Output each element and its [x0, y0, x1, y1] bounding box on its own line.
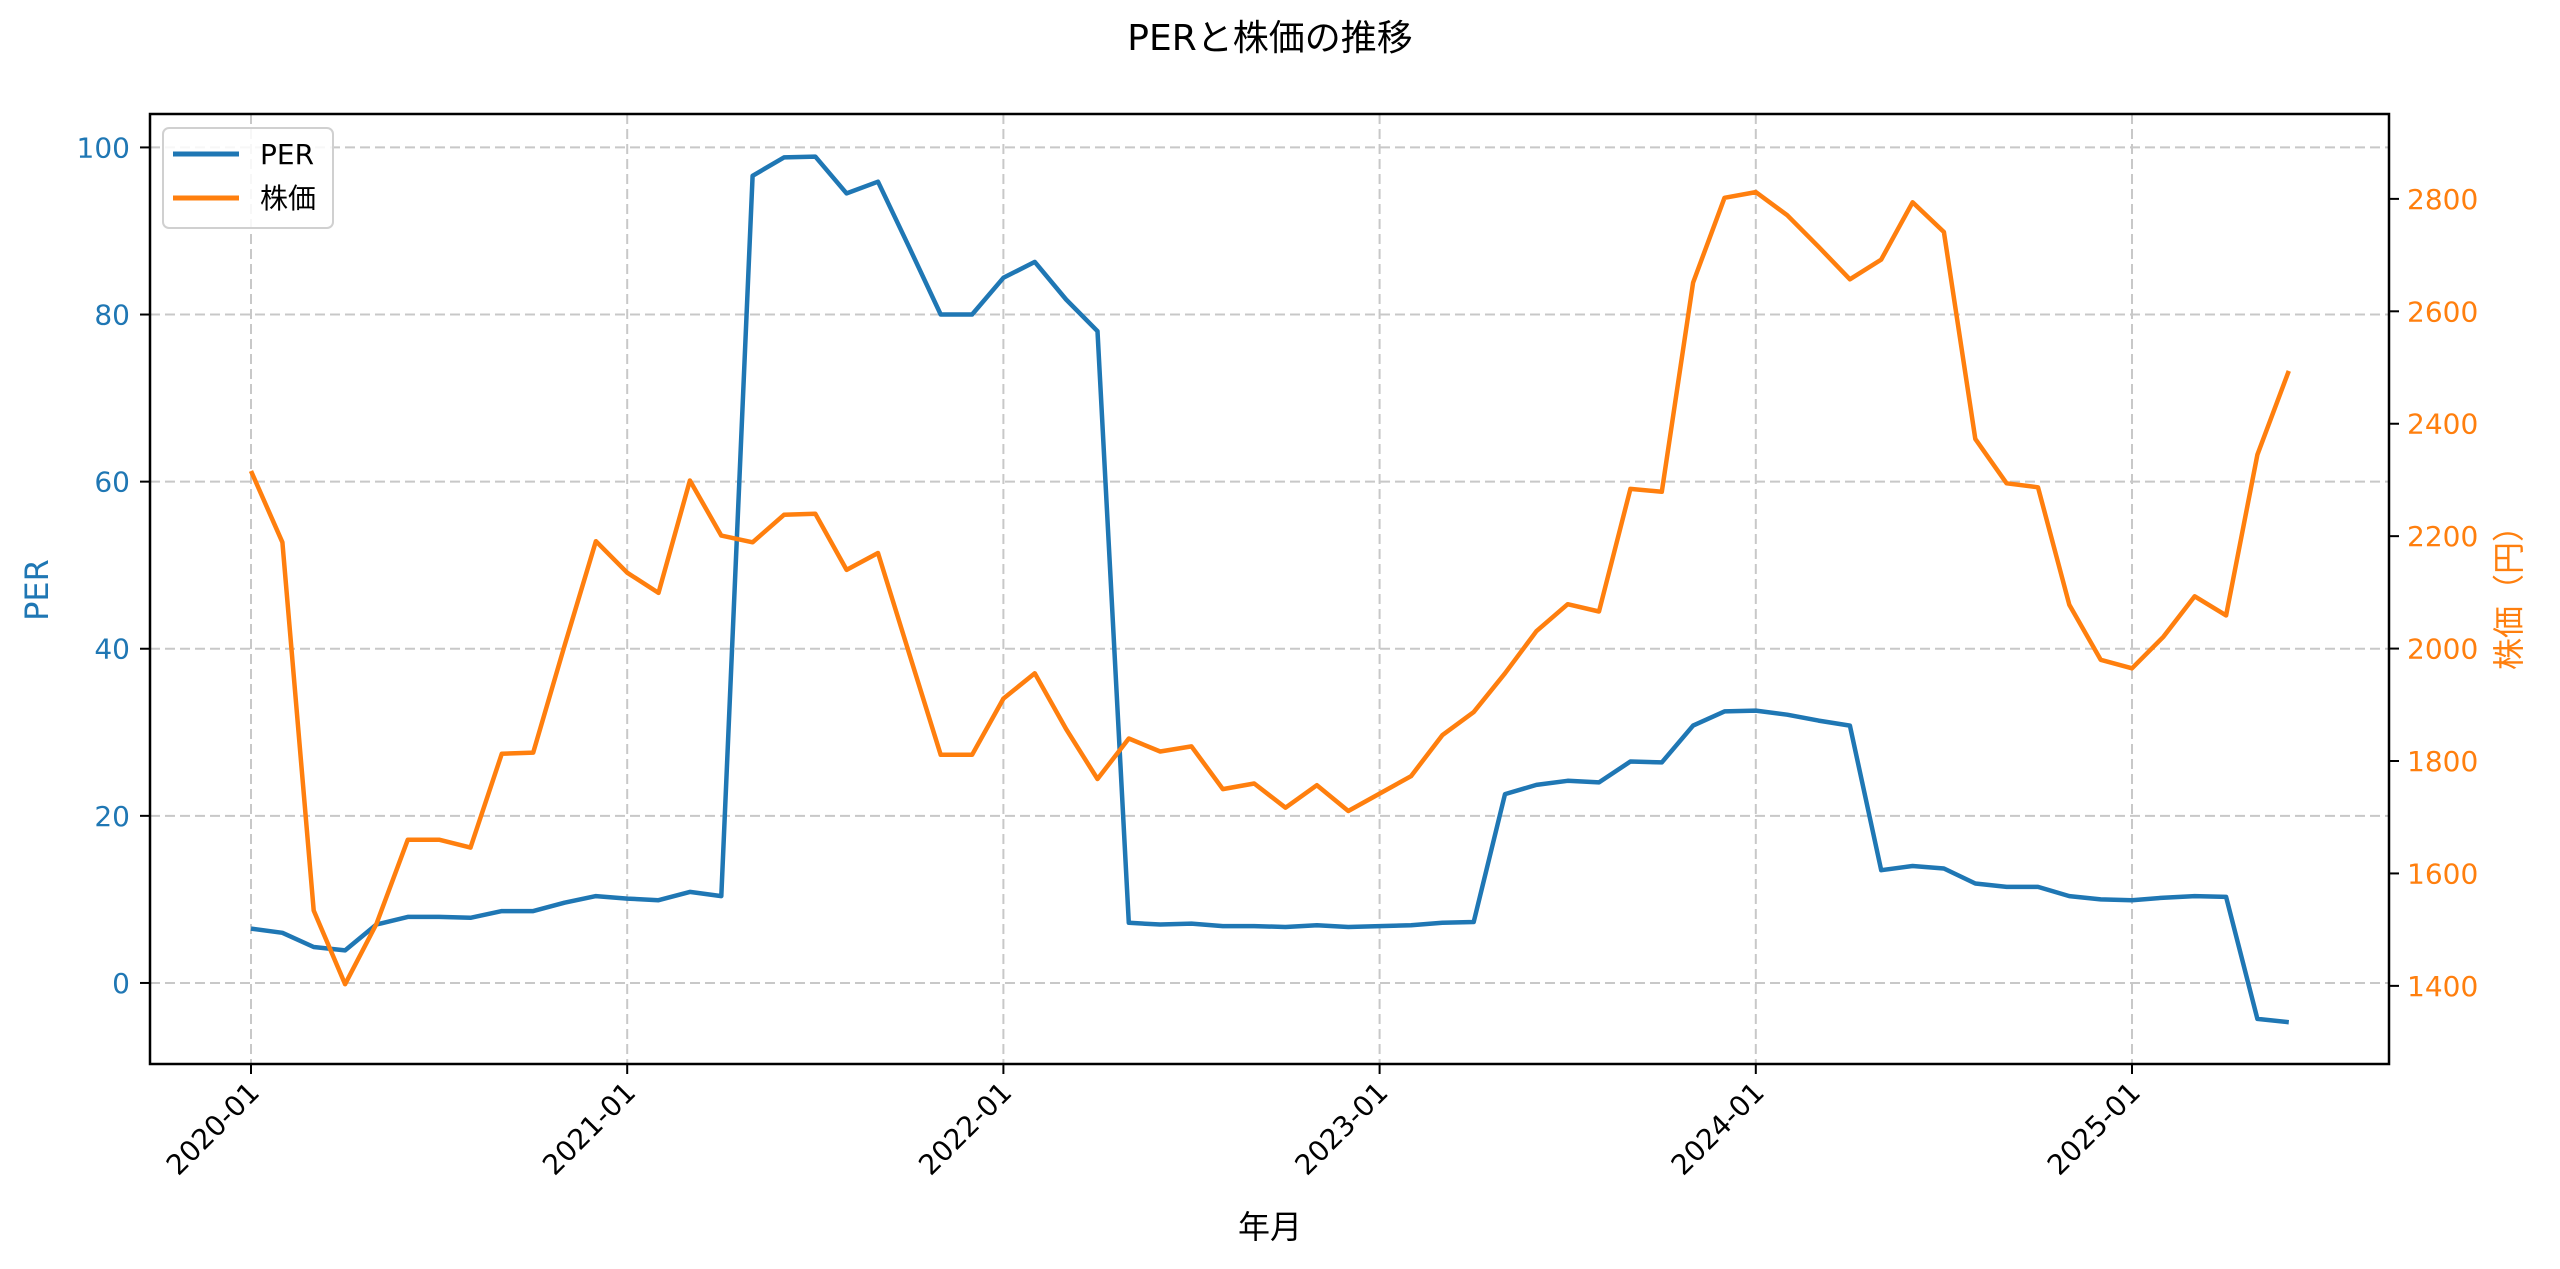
- legend: PER 株価: [162, 127, 334, 229]
- grid-lines: [150, 114, 2389, 1064]
- left-y-axis: 0 20 40 60 80 100: [77, 131, 150, 1000]
- legend-label-price: 株価: [260, 182, 316, 215]
- x-tick-label: 2025-01: [2041, 1076, 2147, 1182]
- y-axis-title-right: 株価（円）: [2490, 510, 2528, 670]
- y-tick-label-right: 1800: [2407, 745, 2478, 778]
- x-tick-label: 2024-01: [1665, 1076, 1771, 1182]
- data-series: [248, 154, 2291, 1025]
- x-axis-title: 年月: [1238, 1208, 1302, 1246]
- y-tick-label-left: 40: [94, 633, 130, 666]
- x-tick-label: 2022-01: [912, 1076, 1018, 1182]
- legend-item-per: PER: [173, 138, 314, 171]
- x-tick-label: 2020-01: [160, 1076, 266, 1182]
- y-axis-title-left: PER: [18, 559, 56, 621]
- legend-item-price: 株価: [173, 182, 316, 215]
- y-tick-label-left: 80: [94, 299, 130, 332]
- y-tick-label-right: 2800: [2407, 183, 2478, 216]
- y-tick-label-right: 2200: [2407, 520, 2478, 553]
- x-axis: 2020-01 2021-01 2022-01 2023-01 2024-01 2025-…: [160, 1064, 2147, 1182]
- y-tick-label-right: 1400: [2407, 970, 2478, 1003]
- x-tick-label: 2021-01: [536, 1076, 642, 1182]
- legend-label-per: PER: [260, 138, 314, 171]
- price-line: [248, 189, 2291, 987]
- y-tick-label-left: 60: [94, 466, 130, 499]
- plot-area-frame: [148, 112, 2391, 1066]
- per-line: [250, 154, 2290, 1025]
- y-tick-label-right: 2600: [2407, 295, 2478, 328]
- y-tick-label-right: 2400: [2407, 408, 2478, 441]
- x-tick-label: 2023-01: [1288, 1076, 1394, 1182]
- y-tick-label-right: 1600: [2407, 857, 2478, 890]
- y-tick-label-left: 100: [77, 131, 130, 164]
- y-tick-label-left: 0: [112, 967, 130, 1000]
- y-tick-label-right: 2000: [2407, 633, 2478, 666]
- right-y-axis: 1400 1600 1800 2000 2200 2400 2600 2800: [2389, 183, 2478, 1003]
- chart-title: PERと株価の推移: [1127, 18, 1412, 59]
- y-tick-label-left: 20: [94, 800, 130, 833]
